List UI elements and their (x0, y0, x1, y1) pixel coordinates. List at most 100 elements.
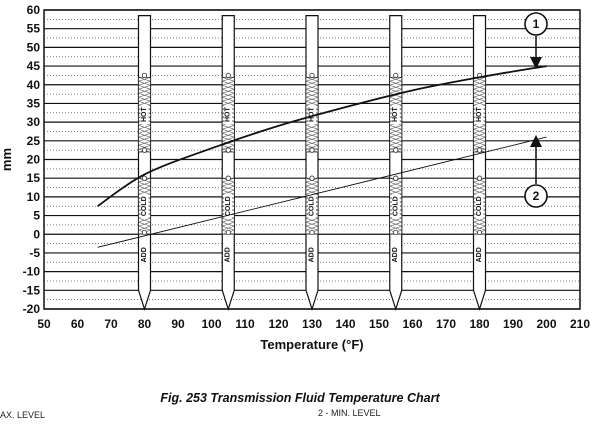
hatch-line (305, 125, 319, 130)
dipstick-label-hot-bg (475, 105, 484, 125)
hatch-line (222, 77, 235, 82)
level-dot (393, 147, 399, 153)
dipstick-label-add: ADD (225, 247, 232, 262)
dipstick-label-cold: COLD (225, 196, 232, 216)
x-tick-label: 190 (503, 317, 523, 331)
hatch-line (138, 93, 151, 98)
dipstick-label-cold: COLD (309, 196, 316, 216)
hatch-line (222, 189, 235, 195)
hatch-line (222, 93, 235, 98)
dipstick-label-add: ADD (476, 247, 483, 262)
dipstick-label-cold: COLD (141, 196, 148, 216)
hatch-line (389, 189, 402, 195)
hatch-line (473, 141, 486, 146)
hatch-line (473, 97, 486, 102)
hatch-line (305, 101, 319, 106)
hatch-line (138, 125, 151, 130)
hatch-line (305, 85, 319, 90)
hatch-line (138, 81, 151, 86)
hatch-line (389, 77, 402, 82)
dipsticks: HOT COLD ADD HOT COLD ADD HOT COLD ADD HOT COLD ADD… (137, 15, 487, 311)
hatch-line (473, 185, 486, 191)
hatch-line (389, 225, 402, 231)
y-tick-label: 25 (27, 134, 41, 148)
dipstick-label-cold-bg (224, 194, 233, 219)
dipstick-label-hot: HOT (141, 107, 148, 123)
hatch-line (389, 221, 402, 227)
hatch-line (305, 185, 319, 191)
hatch-line (389, 89, 402, 94)
hatch-line (138, 85, 151, 90)
x-tick-labels: 50 60 70 80 90 100 110 120 130 140 150 160 170 180 190… (37, 317, 590, 331)
hatch-line (138, 101, 151, 106)
dipstick-body (137, 15, 152, 311)
hatch-line (389, 133, 402, 138)
hatch-line (222, 137, 235, 142)
max-level-note: AX. LEVEL (0, 410, 46, 420)
hatch-line (473, 129, 486, 134)
dipstick: HOT COLD ADD (221, 15, 235, 311)
dipstick-label-cold-bg (391, 194, 400, 219)
hatch-line (305, 89, 319, 94)
y-tick-label: 55 (27, 22, 41, 36)
hatch-line (473, 221, 486, 227)
hatch-line (305, 217, 319, 223)
hatch-line (389, 129, 402, 134)
dipstick-label-hot-bg (391, 105, 400, 125)
dipstick-label-cold-bg (140, 194, 149, 219)
level-dot (309, 229, 315, 235)
hatch-line (473, 181, 486, 187)
hatch-line (222, 225, 235, 231)
hatch-line (305, 225, 319, 231)
y-tick-label: 20 (27, 153, 41, 167)
hatch-line (473, 81, 486, 86)
dipstick-label-add-bg (475, 245, 484, 265)
dipstick-label-add-bg (308, 245, 316, 265)
hatch-line (305, 97, 319, 102)
dipstick-label-add: ADD (309, 247, 316, 262)
level-dot (225, 72, 231, 78)
hatch-line (138, 137, 151, 142)
level-dot (141, 147, 148, 153)
hatch-line (222, 101, 235, 106)
x-tick-label: 50 (37, 317, 51, 331)
hatch-line (138, 217, 151, 223)
hatch-line (305, 93, 319, 98)
level-dot (309, 72, 315, 78)
x-tick-label: 110 (235, 317, 255, 331)
hatch-line (305, 81, 319, 86)
x-tick-label: 80 (138, 317, 152, 331)
y-tick-label: -5 (29, 246, 40, 260)
hatch-line (389, 137, 402, 142)
level-dot (393, 72, 399, 78)
y-tick-label: 45 (27, 59, 41, 73)
hatch-line (305, 221, 319, 227)
hatch-line (222, 81, 235, 86)
x-tick-label: 170 (436, 317, 456, 331)
y-tick-label: 40 (27, 78, 41, 92)
dipstick-label-add: ADD (141, 247, 148, 262)
y-tick-label: -20 (23, 302, 41, 316)
x-axis-label: Temperature (°F) (260, 337, 363, 352)
dipstick-body (389, 15, 403, 311)
dipstick: HOT COLD ADD (472, 15, 487, 311)
hatch-line (473, 125, 486, 130)
hatch-line (305, 133, 319, 138)
y-axis-label: mm (0, 148, 14, 171)
x-tick-label: 60 (71, 317, 85, 331)
hatch-line (222, 97, 235, 102)
dipstick-label-add-bg (140, 245, 149, 265)
hatch-line (305, 137, 319, 142)
y-tick-label: 5 (33, 209, 40, 223)
y-tick-label: -15 (23, 283, 41, 297)
hatch-line (473, 189, 486, 195)
dipstick: HOT COLD ADD (305, 15, 319, 311)
x-tick-label: 130 (302, 317, 322, 331)
hatch-line (389, 85, 402, 90)
dipstick-body (221, 15, 235, 311)
y-tick-label: 10 (27, 190, 41, 204)
hatch-line (473, 101, 486, 106)
dipstick-label-add-bg (391, 245, 400, 265)
hatch-line (389, 141, 402, 146)
